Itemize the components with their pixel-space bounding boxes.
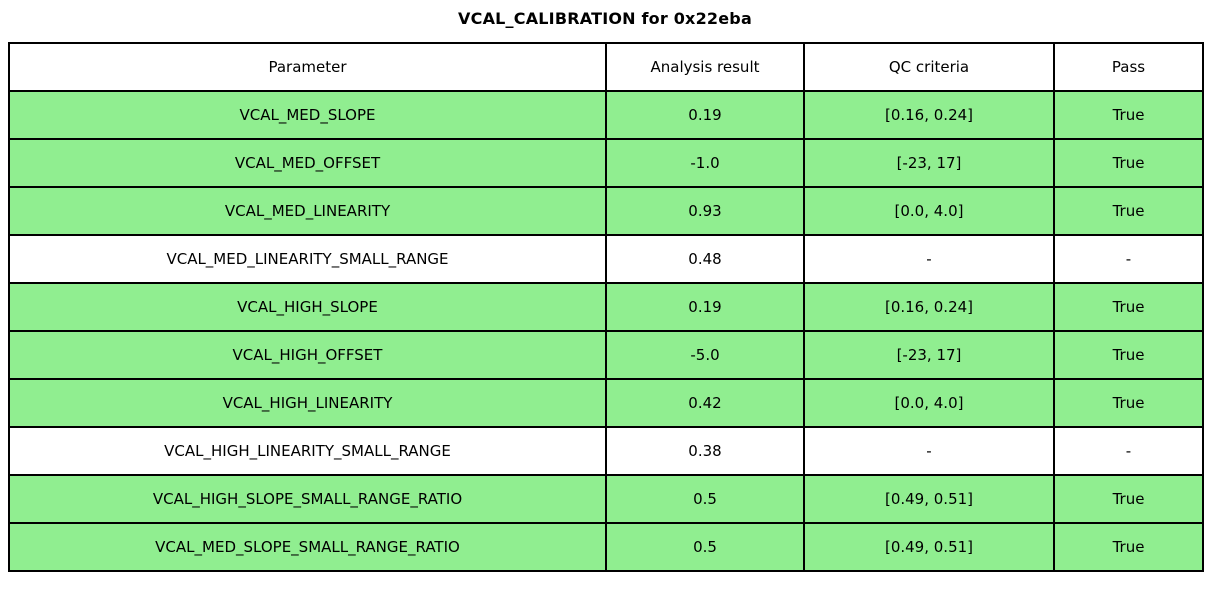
table-row: VCAL_HIGH_LINEARITY 0.42 [0.0, 4.0] True <box>8 378 1204 428</box>
cell-parameter: VCAL_HIGH_OFFSET <box>8 330 607 380</box>
cell-qc-criteria: - <box>803 426 1055 476</box>
cell-parameter: VCAL_MED_OFFSET <box>8 138 607 188</box>
table-row: VCAL_HIGH_LINEARITY_SMALL_RANGE 0.38- - <box>8 426 1204 476</box>
table-row: VCAL_MED_SLOPE 0.19 [0.16, 0.24] True <box>8 90 1204 140</box>
cell-analysis-result: 0.19 <box>605 282 805 332</box>
cell-parameter: VCAL_MED_LINEARITY <box>8 186 607 236</box>
cell-analysis-result: 0.5 <box>605 522 805 572</box>
cell-analysis-result: 0.5 <box>605 474 805 524</box>
cell-pass: True <box>1053 522 1204 572</box>
cell-analysis-result: -1.0 <box>605 138 805 188</box>
cell-analysis-result: 0.42 <box>605 378 805 428</box>
column-header-qc-criteria: QC criteria <box>803 42 1055 92</box>
table-row: VCAL_HIGH_OFFSET -5.0 [-23, 17] True <box>8 330 1204 380</box>
cell-qc-criteria: [0.49, 0.51] <box>803 474 1055 524</box>
cell-pass: True <box>1053 474 1204 524</box>
cell-qc-criteria: [0.0, 4.0] <box>803 378 1055 428</box>
cell-pass: True <box>1053 282 1204 332</box>
table-row: VCAL_MED_LINEARITY_SMALL_RANGE 0.48- - <box>8 234 1204 284</box>
cell-analysis-result: -5.0 <box>605 330 805 380</box>
cell-parameter: VCAL_HIGH_LINEARITY_SMALL_RANGE <box>8 426 607 476</box>
qc-results-table: Parameter Analysis result QC criteria Pa… <box>8 42 1204 572</box>
cell-qc-criteria: [-23, 17] <box>803 330 1055 380</box>
cell-parameter: VCAL_HIGH_LINEARITY <box>8 378 607 428</box>
column-header-analysis-result: Analysis result <box>605 42 805 92</box>
cell-parameter: VCAL_HIGH_SLOPE_SMALL_RANGE_RATIO <box>8 474 607 524</box>
cell-pass: - <box>1053 426 1204 476</box>
cell-parameter: VCAL_MED_LINEARITY_SMALL_RANGE <box>8 234 607 284</box>
cell-qc-criteria: [0.49, 0.51] <box>803 522 1055 572</box>
cell-pass: True <box>1053 138 1204 188</box>
column-header-pass: Pass <box>1053 42 1204 92</box>
column-header-parameter: Parameter <box>8 42 607 92</box>
cell-parameter: VCAL_MED_SLOPE_SMALL_RANGE_RATIO <box>8 522 607 572</box>
page-title: VCAL_CALIBRATION for 0x22eba <box>458 9 752 28</box>
cell-qc-criteria: - <box>803 234 1055 284</box>
cell-analysis-result: 0.19 <box>605 90 805 140</box>
cell-pass: True <box>1053 186 1204 236</box>
cell-analysis-result: 0.38 <box>605 426 805 476</box>
cell-analysis-result: 0.93 <box>605 186 805 236</box>
cell-qc-criteria: [0.16, 0.24] <box>803 282 1055 332</box>
cell-qc-criteria: [0.16, 0.24] <box>803 90 1055 140</box>
cell-parameter: VCAL_HIGH_SLOPE <box>8 282 607 332</box>
cell-pass: True <box>1053 378 1204 428</box>
cell-qc-criteria: [-23, 17] <box>803 138 1055 188</box>
cell-qc-criteria: [0.0, 4.0] <box>803 186 1055 236</box>
table-row: VCAL_HIGH_SLOPE 0.19 [0.16, 0.24] True <box>8 282 1204 332</box>
cell-pass: True <box>1053 90 1204 140</box>
cell-pass: True <box>1053 330 1204 380</box>
table-row: VCAL_MED_SLOPE_SMALL_RANGE_RATIO 0.5 [0.49… <box>8 522 1204 572</box>
table-row: VCAL_MED_LINEARITY 0.93 [0.0, 4.0] True <box>8 186 1204 236</box>
cell-analysis-result: 0.48 <box>605 234 805 284</box>
table-row: VCAL_HIGH_SLOPE_SMALL_RANGE_RATIO 0.5 [0.4… <box>8 474 1204 524</box>
header-row: Parameter Analysis result QC criteria Pa… <box>8 42 1204 92</box>
cell-parameter: VCAL_MED_SLOPE <box>8 90 607 140</box>
table-body: VCAL_MED_SLOPE 0.19 [0.16, 0.24] True VCAL_M… <box>8 90 1204 572</box>
table-row: VCAL_MED_OFFSET -1.0 [-23, 17] True <box>8 138 1204 188</box>
cell-pass: - <box>1053 234 1204 284</box>
